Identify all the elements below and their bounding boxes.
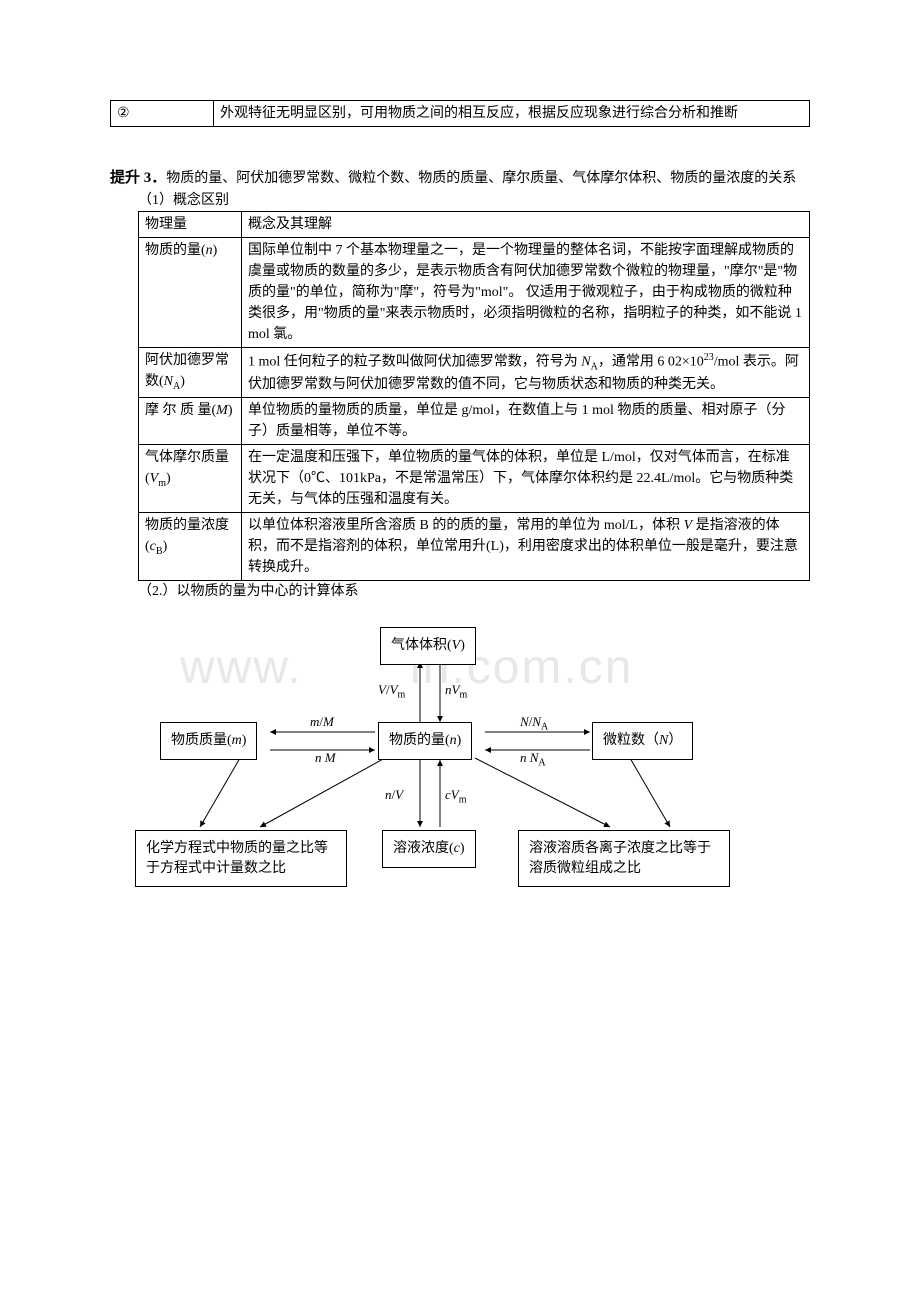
edge-cvm: cVm: [445, 787, 467, 806]
table-row: 物理量 概念及其理解: [139, 211, 810, 237]
row-c1: 气体摩尔质量(Vm): [139, 444, 242, 512]
row-c2: 以单位体积溶液里所含溶质 B 的的质的量，常用的单位为 mol/L，体积 V 是…: [242, 512, 810, 580]
edge-nvm: nVm: [445, 682, 467, 701]
cell-desc: 外观特征无明显区别，可用物质之间的相互反应，根据反应现象进行综合分析和推断: [214, 101, 810, 127]
table-row: ② 外观特征无明显区别，可用物质之间的相互反应，根据反应现象进行综合分析和推断: [111, 101, 810, 127]
concepts-table: 物理量 概念及其理解 物质的量(n) 国际单位制中 7 个基本物理量之一，是一个…: [138, 211, 810, 581]
edge-v-vm: V/Vm: [378, 682, 405, 701]
table-row: 摩 尔 质 量(M) 单位物质的量物质的质量，单位是 g/mol，在数值上与 1…: [139, 397, 810, 444]
section-3-title: 提升 3．物质的量、阿伏加德罗常数、微粒个数、物质的质量、摩尔质量、气体摩尔体积…: [110, 167, 810, 190]
title-prefix: 提升 3．: [110, 170, 166, 186]
edge-m-m: m/M: [310, 714, 334, 730]
edge-nna: n NA: [520, 750, 546, 769]
node-equation-ratio: 化学方程式中物质的量之比等于方程式中计量数之比: [135, 830, 347, 887]
sub-1: （1）概念区别: [110, 190, 810, 211]
edge-n-na: N/NA: [520, 714, 548, 733]
node-gas-volume: 气体体积(V): [380, 627, 476, 665]
edge-n-v: n/V: [385, 787, 403, 803]
row-c2: 1 mol 任何粒子的粒子数叫做阿伏加德罗常数，符号为 NA，通常用 6 02×…: [242, 347, 810, 397]
table-row: 阿伏加德罗常数(NA) 1 mol 任何粒子的粒子数叫做阿伏加德罗常数，符号为 …: [139, 347, 810, 397]
row-c1: 摩 尔 质 量(M): [139, 397, 242, 444]
row-c1: 阿伏加德罗常数(NA): [139, 347, 242, 397]
table-row: 气体摩尔质量(Vm) 在一定温度和压强下，单位物质的量气体的体积，单位是 L/m…: [139, 444, 810, 512]
title-body: 物质的量、阿伏加德罗常数、微粒个数、物质的质量、摩尔质量、气体摩尔体积、物质的量…: [166, 171, 796, 186]
row-c2: 在一定温度和压强下，单位物质的量气体的体积，单位是 L/mol，仅对气体而言，在…: [242, 444, 810, 512]
table-row: 物质的量(n) 国际单位制中 7 个基本物理量之一，是一个物理量的整体名词，不能…: [139, 237, 810, 347]
edge-nm: n M: [315, 750, 336, 766]
top-table: ② 外观特征无明显区别，可用物质之间的相互反应，根据反应现象进行综合分析和推断: [110, 100, 810, 127]
node-mass: 物质质量(m): [160, 722, 257, 760]
sub-2: （2.）以物质的量为中心的计算体系: [110, 581, 810, 602]
node-amount: 物质的量(n): [378, 722, 472, 760]
row-c2: 国际单位制中 7 个基本物理量之一，是一个物理量的整体名词，不能按字面理解成物质…: [242, 237, 810, 347]
header-c1: 物理量: [139, 211, 242, 237]
node-particles: 微粒数（N）: [592, 722, 693, 760]
row-c1: 物质的量浓度(cB): [139, 512, 242, 580]
row-c1: 物质的量(n): [139, 237, 242, 347]
node-concentration: 溶液浓度(c): [382, 830, 476, 868]
calculation-diagram: 气体体积(V) 物质质量(m) 物质的量(n) 微粒数（N） 化学方程式中物质的…: [130, 622, 770, 922]
row-c2: 单位物质的量物质的质量，单位是 g/mol，在数值上与 1 mol 物质的质量、…: [242, 397, 810, 444]
node-ion-ratio: 溶液溶质各离子浓度之比等于溶质微粒组成之比: [518, 830, 730, 887]
cell-circ2: ②: [111, 101, 214, 127]
header-c2: 概念及其理解: [242, 211, 810, 237]
table-row: 物质的量浓度(cB) 以单位体积溶液里所含溶质 B 的的质的量，常用的单位为 m…: [139, 512, 810, 580]
